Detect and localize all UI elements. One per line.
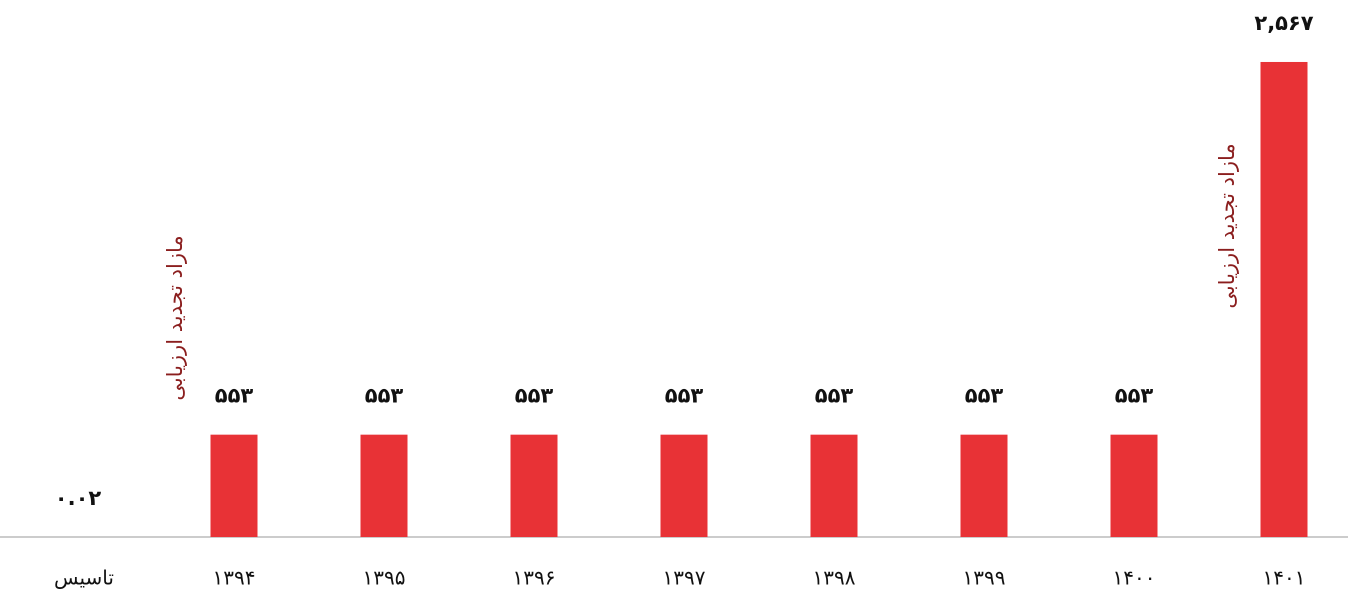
value-label: ۵۵۳ bbox=[665, 384, 704, 408]
value-label: ۵۵۳ bbox=[515, 384, 554, 408]
x-tick-label: ۱۳۹۴ bbox=[213, 566, 256, 590]
bar bbox=[510, 434, 558, 537]
bar bbox=[1260, 61, 1308, 537]
annotation: مازاد تجدید ارزیابی bbox=[163, 235, 187, 400]
x-tick-label: ۱۴۰۰ bbox=[1113, 566, 1156, 590]
bar bbox=[210, 434, 258, 537]
bar bbox=[360, 434, 408, 537]
bar bbox=[660, 434, 708, 537]
x-tick-label: ۱۳۹۹ bbox=[963, 566, 1006, 590]
value-label: ۵۵۳ bbox=[815, 384, 854, 408]
x-tick-label: ۱۳۹۵ bbox=[363, 566, 406, 590]
value-label: ۰.۰۲ bbox=[55, 486, 102, 510]
value-label: ۵۵۳ bbox=[965, 384, 1004, 408]
x-tick-label: ۱۳۹۶ bbox=[513, 566, 556, 590]
x-tick-label: ۱۳۹۷ bbox=[663, 566, 706, 590]
value-label: ۵۵۳ bbox=[215, 384, 254, 408]
value-label: ۵۵۳ bbox=[365, 384, 404, 408]
x-tick-label: تاسیس bbox=[54, 566, 114, 590]
bar bbox=[1110, 434, 1158, 537]
bar bbox=[960, 434, 1008, 537]
value-label: ۲,۵۶۷ bbox=[1254, 11, 1313, 35]
annotation: مازاد تجدید ارزیابی bbox=[1215, 143, 1239, 308]
x-tick-label: ۱۴۰۱ bbox=[1263, 566, 1306, 590]
bar bbox=[810, 434, 858, 537]
value-label: ۵۵۳ bbox=[1115, 384, 1154, 408]
x-tick-label: ۱۳۹۸ bbox=[813, 566, 856, 590]
